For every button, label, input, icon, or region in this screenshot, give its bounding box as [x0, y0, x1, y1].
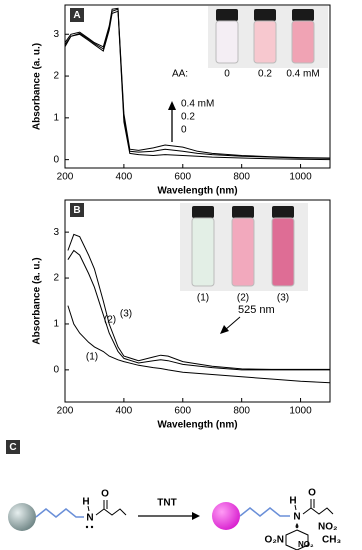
series-line [64, 7, 331, 159]
series-label: 0 [181, 125, 187, 136]
x-tick-label: 1000 [289, 172, 312, 183]
y-tick-label: 3 [53, 227, 59, 238]
atom: N [86, 513, 93, 524]
arrowhead [192, 512, 200, 520]
x-tick-label: 800 [233, 406, 250, 417]
y-tick-label: 1 [53, 112, 59, 123]
series-line [67, 233, 330, 370]
bead [212, 502, 240, 530]
y-tick-label: 1 [53, 319, 59, 330]
inset-label: 0.4 mM [286, 69, 319, 80]
group: CH₃ [322, 535, 341, 546]
panel-letter: B [73, 205, 80, 216]
y-tick-label: 3 [53, 29, 59, 40]
y-tick-label: 0 [53, 365, 59, 376]
x-tick-label: 400 [116, 406, 133, 417]
vial-cap [192, 206, 214, 218]
atom: H [289, 496, 296, 507]
series-label: (2) [104, 315, 116, 326]
x-tick-label: 400 [116, 172, 133, 183]
x-tick-label: 600 [174, 172, 191, 183]
series-label: 0.4 mM [181, 99, 214, 110]
vial [191, 217, 215, 287]
annotation-arrowhead [220, 325, 229, 334]
reagent: TNT [157, 498, 176, 509]
series-label: (3) [120, 309, 132, 320]
annotation-arrow [224, 316, 241, 331]
y-axis-label: Absorbance (a. u.) [32, 257, 43, 344]
linker [239, 507, 290, 517]
linker [35, 508, 84, 518]
vial-cap [254, 9, 276, 21]
plot-frame [64, 4, 331, 169]
inset-label: (3) [277, 293, 289, 304]
bead [8, 503, 36, 531]
y-tick-label: 2 [53, 71, 59, 82]
vial-cap [232, 206, 254, 218]
vial [215, 20, 239, 64]
x-axis-label: Wavelength (nm) [157, 420, 237, 431]
lone-pair [85, 525, 89, 529]
vial-cap [292, 9, 314, 21]
panel-box [6, 440, 20, 454]
x-tick-label: 200 [57, 172, 74, 183]
y-tick-label: 0 [53, 154, 59, 165]
group: NO₂ [298, 540, 314, 549]
inset-label: 0.2 [258, 69, 272, 80]
panel-letter: A [73, 10, 80, 21]
vial-cap [216, 9, 238, 21]
bond [294, 504, 297, 511]
x-tick-label: 1000 [289, 406, 312, 417]
series-line [64, 8, 331, 159]
annotation: 525 nm [238, 304, 275, 316]
series-line [67, 249, 330, 371]
inset-label: 0 [224, 69, 230, 80]
scheme: C N H O TNT N H O NO₂ CH₃ NO₂ O₂N [6, 440, 341, 550]
inset-label: AA: [172, 69, 188, 80]
vial [271, 217, 295, 287]
ring [285, 529, 309, 550]
lone-pair-lobe [295, 523, 299, 529]
panel-box [70, 203, 84, 217]
atom: N [293, 512, 300, 523]
bond [87, 505, 90, 512]
series-line [64, 10, 331, 161]
inset-label: (2) [237, 293, 249, 304]
inset-label: (1) [197, 293, 209, 304]
panel-letter: C [9, 442, 16, 453]
lone-pair [90, 525, 94, 529]
vial [253, 20, 277, 64]
panel-box [70, 8, 84, 22]
x-axis-label: Wavelength (nm) [157, 186, 237, 197]
atom: O [101, 489, 109, 500]
x-tick-label: 600 [174, 406, 191, 417]
series-label: 0.2 [181, 112, 195, 123]
bond [95, 508, 127, 516]
y-tick-label: 2 [53, 273, 59, 284]
bond [302, 507, 334, 515]
vial [291, 20, 315, 64]
plot-frame [64, 199, 331, 403]
vial [231, 217, 255, 287]
group: O₂N [265, 535, 284, 546]
x-tick-label: 200 [57, 406, 74, 417]
x-tick-label: 800 [233, 172, 250, 183]
series-label: (1) [86, 352, 98, 363]
y-axis-label: Absorbance (a. u.) [32, 43, 43, 130]
series-line [67, 305, 331, 384]
atom: O [308, 488, 316, 499]
group: NO₂ [318, 522, 337, 533]
atom: H [82, 497, 89, 508]
trend-arrowhead [168, 101, 176, 110]
vial-cap [272, 206, 294, 218]
